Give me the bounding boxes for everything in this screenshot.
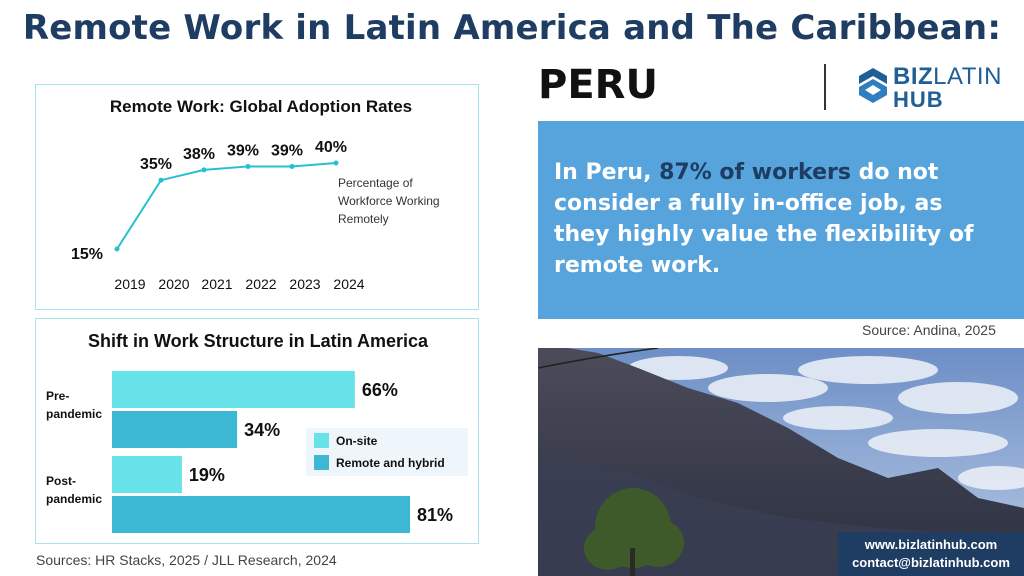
structure-bar-remote-and-hybrid: [112, 411, 238, 448]
structure-value-label: 19%: [189, 465, 225, 485]
adoption-chart-title: Remote Work: Global Adoption Rates: [110, 97, 412, 116]
structure-category-label: pandemic: [46, 407, 102, 421]
structure-bar-on-site: [112, 456, 182, 493]
adoption-x-tick-label: 2021: [201, 276, 232, 292]
adoption-x-tick-label: 2019: [114, 276, 145, 292]
adoption-legend-text: Percentage of: [338, 176, 413, 190]
adoption-data-point: [114, 246, 120, 252]
structure-value-label: 66%: [362, 380, 398, 400]
adoption-data-label: 38%: [183, 146, 215, 163]
work-structure-chart-panel: Shift in Work Structure in Latin America…: [35, 318, 479, 544]
adoption-x-tick-label: 2024: [333, 276, 364, 292]
logo-wordmark-hub: HUB: [893, 87, 944, 112]
work-structure-bar-chart: Shift in Work Structure in Latin America…: [46, 331, 468, 533]
structure-bar-remote-and-hybrid: [112, 496, 410, 533]
adoption-x-tick-label: 2023: [289, 276, 320, 292]
country-title: PERU: [538, 62, 658, 108]
info-callout: In Peru, 87% of workers do not consider …: [538, 121, 1024, 319]
structure-category-label: Post-: [46, 474, 76, 488]
bizlatinhub-logo-icon: [859, 68, 887, 103]
structure-legend: [306, 428, 468, 476]
adoption-data-label: 15%: [71, 246, 103, 263]
logo-divider: [824, 64, 826, 110]
contact-box: www.bizlatinhub.com contact@bizlatinhub.…: [838, 532, 1024, 576]
structure-legend-label: Remote and hybrid: [336, 456, 445, 470]
structure-legend-swatch: [314, 455, 329, 470]
adoption-legend-text: Workforce Working: [338, 194, 440, 208]
adoption-data-label: 39%: [227, 142, 259, 159]
structure-legend-label: On-site: [336, 434, 378, 448]
page-title: Remote Work in Latin America and The Car…: [22, 8, 1002, 48]
adoption-series-line: [116, 162, 337, 250]
info-highlight: 87% of workers: [659, 160, 851, 185]
adoption-data-point: [158, 177, 164, 183]
structure-value-label: 81%: [417, 505, 453, 525]
structure-category-label: pandemic: [46, 492, 102, 506]
adoption-data-label: 39%: [271, 142, 303, 159]
adoption-line-chart: Remote Work: Global Adoption Rates 15% 35%…: [71, 97, 440, 292]
source-note-left: Sources: HR Stacks, 2025 / JLL Research,…: [36, 552, 337, 568]
structure-category-label: Pre-: [46, 389, 69, 403]
info-suffix: do not consider a fully in-office job, a…: [554, 160, 974, 278]
structure-bar-on-site: [112, 371, 355, 408]
adoption-x-tick-label: 2022: [245, 276, 276, 292]
structure-legend-swatch: [314, 433, 329, 448]
adoption-legend-text: Remotely: [338, 212, 389, 226]
structure-chart-title: Shift in Work Structure in Latin America: [88, 331, 429, 351]
adoption-data-label: 40%: [315, 139, 347, 156]
email-link[interactable]: contact@bizlatinhub.com: [852, 555, 1010, 570]
adoption-data-point: [289, 163, 295, 169]
adoption-data-label: 35%: [140, 156, 172, 173]
website-link[interactable]: www.bizlatinhub.com: [864, 537, 998, 552]
info-prefix: In Peru,: [554, 160, 660, 185]
structure-value-label: 34%: [244, 420, 280, 440]
adoption-data-point: [333, 160, 339, 166]
peru-landscape-photo: [538, 348, 1024, 576]
adoption-x-tick-label: 2020: [158, 276, 189, 292]
adoption-data-point: [201, 167, 207, 173]
adoption-data-point: [245, 163, 251, 169]
logo-wordmark: BIZLATIN: [893, 63, 1002, 90]
adoption-chart-panel: Remote Work: Global Adoption Rates 15% 35%…: [35, 84, 479, 310]
source-note-right: Source: Andina, 2025: [862, 322, 996, 338]
